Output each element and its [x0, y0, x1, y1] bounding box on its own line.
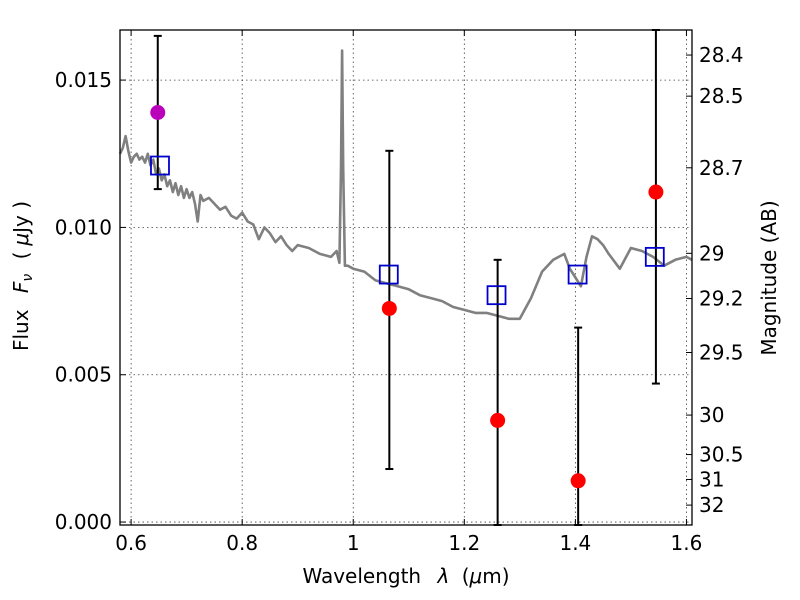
- data-point: [490, 412, 506, 428]
- model-point: [644, 246, 665, 267]
- plot-frame: [119, 29, 693, 526]
- magnitude-tick-label: 30: [699, 403, 724, 427]
- y-axis-label-units-mu: μ: [9, 233, 33, 247]
- magnitude-tick-label: 29.5: [699, 340, 744, 364]
- y-axis-label: Flux Fν ( μJy ): [9, 201, 37, 351]
- x-tick-label: 1.2: [448, 531, 480, 555]
- y-axis-label-symbol-nu: ν: [20, 274, 36, 282]
- data-markers: [150, 105, 665, 489]
- y-tick-label: 0.005: [55, 363, 112, 387]
- magnitude-tick-label: 29: [699, 241, 724, 265]
- magnitude-tick-label: 29.2: [699, 287, 744, 311]
- magnitude-axis-label: Magnitude (AB): [757, 200, 781, 355]
- template-spectrum: [118, 49, 693, 321]
- magnitude-tick-label: 30.5: [699, 443, 744, 467]
- magnitude-tick-label: 28.4: [699, 43, 744, 67]
- axis-ticks: 0.6 0.8 1 1.2 1.4 1.6 0.000 0.005 0.010 0.015 28.4…: [55, 30, 744, 555]
- y-axis-label-text: Flux: [9, 309, 33, 351]
- x-axis-label-units-mu: μ: [469, 564, 483, 588]
- data-point: [381, 300, 397, 316]
- x-axis-label-units-rest: m): [482, 564, 509, 588]
- magnitude-tick-label: 28.5: [699, 84, 744, 108]
- x-axis-label-symbol: λ: [436, 564, 449, 588]
- magnitude-tick-label: 31: [699, 467, 724, 491]
- x-axis-label: Wavelength λ (μm): [302, 564, 509, 588]
- model-point: [378, 264, 399, 285]
- magnitude-tick-label: 32: [699, 493, 724, 517]
- x-tick-label: 1.6: [671, 531, 703, 555]
- x-tick-label: 0.8: [226, 531, 258, 555]
- x-tick-label: 1.4: [559, 531, 591, 555]
- y-tick-label: 0.000: [55, 510, 112, 534]
- x-tick-label: 0.6: [115, 531, 147, 555]
- model-point: [567, 264, 588, 285]
- data-point: [648, 184, 664, 200]
- y-tick-label: 0.010: [55, 215, 112, 239]
- model-point: [150, 155, 170, 176]
- data-point: [570, 473, 586, 489]
- y-axis-label-symbol-f: F: [9, 281, 33, 293]
- x-tick-label: 1: [347, 531, 360, 555]
- y-tick-label: 0.015: [55, 68, 112, 92]
- x-axis-label-text: Wavelength: [302, 564, 421, 588]
- model-point: [486, 285, 507, 306]
- x-axis-label-units-open: (: [462, 564, 470, 588]
- grid: [120, 30, 692, 525]
- y-axis-label-units-open: (: [9, 252, 33, 260]
- data-point: [150, 105, 166, 120]
- y-axis-label-units-rest: Jy ): [9, 201, 33, 235]
- magnitude-tick-label: 28.7: [699, 156, 744, 180]
- error-bars: [153, 29, 660, 526]
- template-spectrum-line: [118, 49, 693, 321]
